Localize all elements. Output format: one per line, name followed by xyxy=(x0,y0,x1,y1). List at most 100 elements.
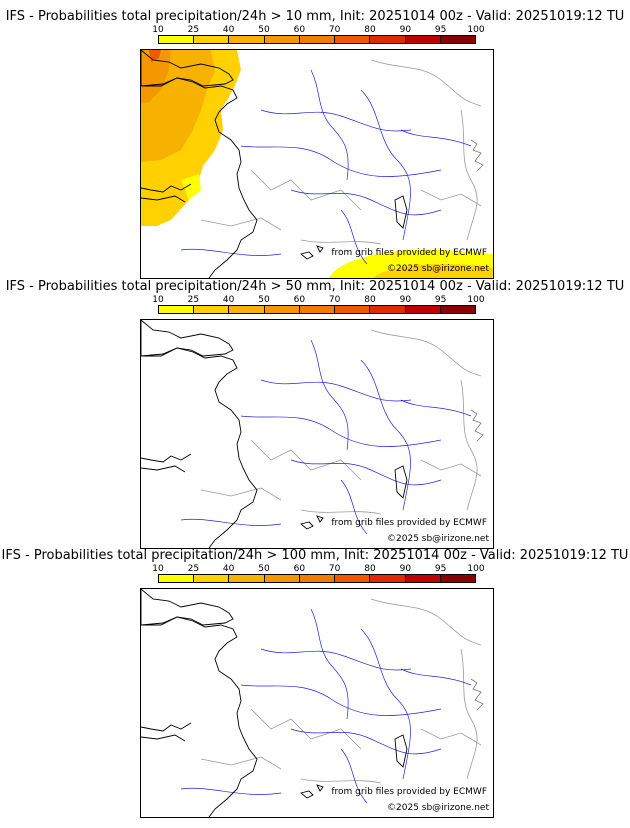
coastline xyxy=(141,465,186,473)
colorbar-segment xyxy=(405,36,441,43)
admin-border-line xyxy=(250,169,362,211)
river-line xyxy=(260,109,412,132)
admin-border-line xyxy=(300,239,382,245)
admin-border-line xyxy=(460,648,478,780)
island-balearic xyxy=(300,245,324,260)
colorbar-tick-label: 90 xyxy=(399,295,412,305)
colorbar-ticks: 10 25 40 50 60 70 80 90 95 100 xyxy=(152,295,484,305)
river-line xyxy=(180,518,282,526)
coastline xyxy=(141,722,192,732)
river-line xyxy=(290,728,442,755)
map-area[interactable]: from grib files provided by ECMWF ©2025 … xyxy=(140,588,494,818)
coastline-channel xyxy=(141,589,234,626)
colorbar-segment xyxy=(229,36,265,43)
river-line xyxy=(240,145,442,177)
colorbar-tick-label: 70 xyxy=(328,564,341,574)
coastline-channel xyxy=(141,50,234,87)
colorbar xyxy=(158,574,476,583)
coastline xyxy=(141,347,258,548)
colorbar-segment xyxy=(299,575,336,582)
colorbar-segment xyxy=(440,575,475,582)
map-area[interactable]: from grib files provided by ECMWF ©2025 … xyxy=(140,49,494,279)
map-drawing xyxy=(141,50,493,278)
river-line xyxy=(260,648,412,671)
colorbar-segment xyxy=(440,36,475,43)
river-line xyxy=(290,459,442,486)
precip-probability-area xyxy=(181,174,201,200)
colorbar-segment xyxy=(335,36,371,43)
river-line xyxy=(400,399,472,417)
admin-border-line xyxy=(420,459,482,477)
admin-border-line xyxy=(200,487,282,501)
copyright-note: ©2025 sb@irizone.net xyxy=(387,803,489,813)
colorbar-ticks: 10 25 40 50 60 70 80 90 95 100 xyxy=(152,564,484,574)
coastline xyxy=(141,734,186,742)
precip-probability-area xyxy=(373,264,493,278)
river-line xyxy=(360,89,411,241)
admin-border-line xyxy=(370,598,482,646)
colorbar-tick-label: 95 xyxy=(434,564,447,574)
colorbar-segment xyxy=(194,36,230,43)
river-line xyxy=(240,415,442,447)
colorbar-tick-label: 80 xyxy=(364,25,376,35)
admin-border-line xyxy=(300,778,382,784)
map-drawing xyxy=(141,589,484,817)
admin-border-line xyxy=(420,728,482,746)
colorbar-tick-label: 25 xyxy=(187,25,200,35)
colorbar-tick-label: 10 xyxy=(152,564,164,574)
admin-border-line xyxy=(420,189,482,207)
colorbar-tick-label: 25 xyxy=(187,295,200,305)
map-area[interactable]: from grib files provided by ECMWF ©2025 … xyxy=(140,319,494,549)
colorbar-tick-label: 50 xyxy=(258,25,270,35)
admin-border-line xyxy=(370,329,482,377)
colorbar-tick-label: 60 xyxy=(293,564,306,574)
colorbar-segment xyxy=(405,306,441,313)
colorbar-segment xyxy=(335,575,371,582)
admin-border-line xyxy=(300,509,382,515)
colorbar-tick-label: 95 xyxy=(434,25,447,35)
river-line xyxy=(340,748,368,804)
panel-title: IFS - Probabilities total precipitation/… xyxy=(5,279,625,294)
coastline-channel xyxy=(141,320,234,357)
coastline xyxy=(141,183,192,193)
colorbar-segment xyxy=(229,306,265,313)
colorbar-tick-label: 80 xyxy=(364,295,376,305)
island-balearic xyxy=(300,784,324,799)
colorbar-segment xyxy=(405,575,441,582)
colorbar-segment xyxy=(335,306,371,313)
coastline xyxy=(141,77,258,278)
river-line xyxy=(180,787,282,795)
river-line xyxy=(400,129,472,147)
admin-border-line xyxy=(250,708,362,750)
admin-border-line xyxy=(460,379,478,511)
colorbar-ticks: 10 25 40 50 60 70 80 90 95 100 xyxy=(152,25,484,35)
colorbar-tick-label: 50 xyxy=(258,564,270,574)
colorbar-segment xyxy=(299,306,336,313)
colorbar-tick-label: 100 xyxy=(467,295,485,305)
colorbar-tick-label: 25 xyxy=(187,564,200,574)
source-note: from grib files provided by ECMWF xyxy=(331,787,487,797)
admin-border-line xyxy=(200,217,282,231)
precip-probability-area xyxy=(141,50,171,104)
coastline xyxy=(141,616,258,817)
map-panel-50mm: IFS - Probabilities total precipitation/… xyxy=(0,279,630,555)
alps-lakes xyxy=(470,409,484,442)
colorbar-tick-label: 40 xyxy=(222,564,235,574)
colorbar-segment xyxy=(194,575,230,582)
river-line xyxy=(310,608,349,720)
colorbar-segment xyxy=(194,306,230,313)
colorbar-tick-label: 70 xyxy=(328,295,341,305)
colorbar-tick-label: 60 xyxy=(293,25,306,35)
colorbar-segment xyxy=(159,36,195,43)
alps-lakes xyxy=(470,678,484,711)
colorbar-segment xyxy=(440,306,475,313)
coastline xyxy=(141,453,192,463)
source-note: from grib files provided by ECMWF xyxy=(331,518,487,528)
island-corsica xyxy=(394,734,408,768)
colorbar-tick-label: 95 xyxy=(434,295,447,305)
colorbar-segment xyxy=(264,36,300,43)
river-line xyxy=(310,69,349,181)
river-line xyxy=(400,668,472,686)
colorbar-tick-label: 40 xyxy=(222,295,235,305)
admin-border-line xyxy=(460,109,478,241)
